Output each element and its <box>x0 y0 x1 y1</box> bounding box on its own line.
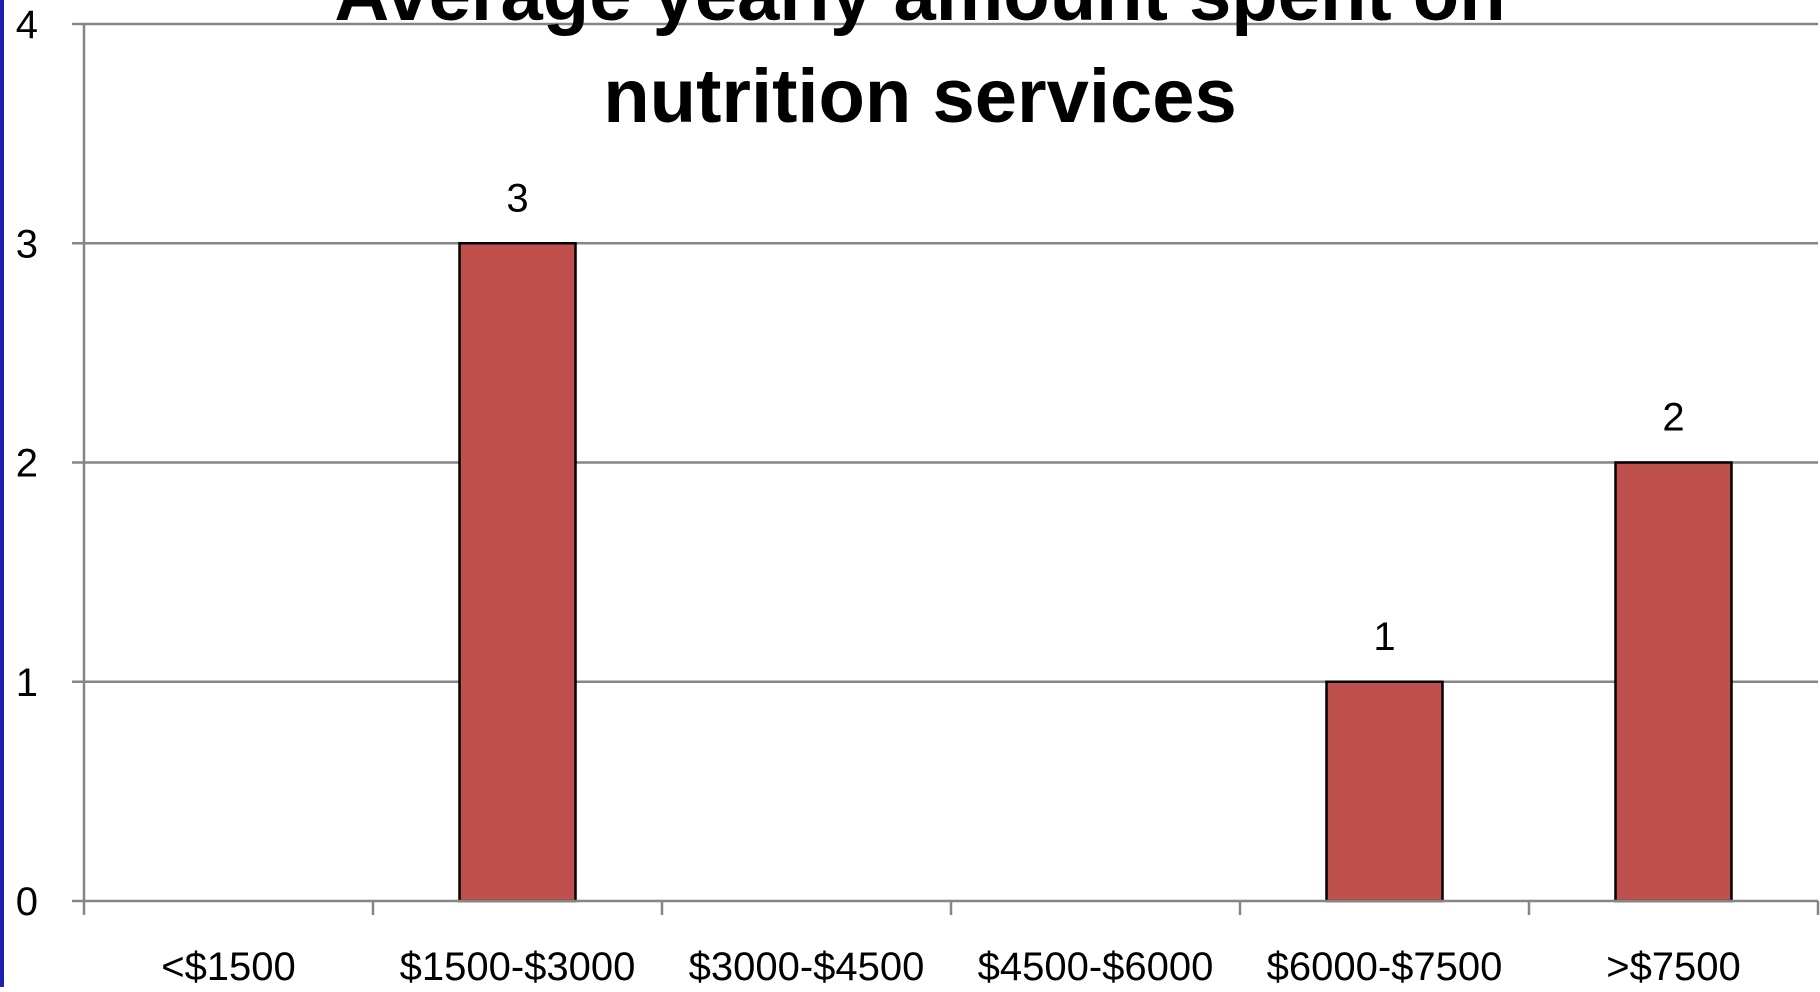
bar-data-label: 3 <box>506 176 528 220</box>
y-tick-label: 1 <box>16 661 38 705</box>
x-tick-labels: <$1500 $1500-$3000 $3000-$4500 $4500-$6000 $… <box>161 945 1741 989</box>
y-tick-label: 3 <box>16 222 38 266</box>
bar <box>1614 461 1733 903</box>
bar <box>1325 680 1444 903</box>
x-tick-label: $6000-$7500 <box>1267 945 1503 987</box>
x-tick-label: $1500-$3000 <box>400 945 636 987</box>
left-frame-border <box>0 0 4 987</box>
y-tick-label: 4 <box>16 3 38 47</box>
y-tick-label: 2 <box>16 442 38 486</box>
y-tick-label: 0 <box>16 880 38 924</box>
data-labels: 3 1 2 <box>506 176 1684 659</box>
gridlines <box>84 22 1818 683</box>
y-tick-labels: 0 1 2 3 4 <box>16 3 38 924</box>
x-tick-label: <$1500 <box>161 945 296 987</box>
axes <box>72 22 1820 915</box>
bar-data-label: 2 <box>1662 396 1684 440</box>
bar <box>458 242 577 903</box>
chart-title-line-2: nutrition services <box>603 54 1237 139</box>
x-tick-label: >$7500 <box>1606 945 1741 987</box>
x-tick-label: $4500-$6000 <box>978 945 1214 987</box>
chart-title-line-1: Average yearly amount spent on <box>334 0 1505 37</box>
bar-data-label: 1 <box>1373 615 1395 659</box>
x-tick-label: $3000-$4500 <box>689 945 925 987</box>
